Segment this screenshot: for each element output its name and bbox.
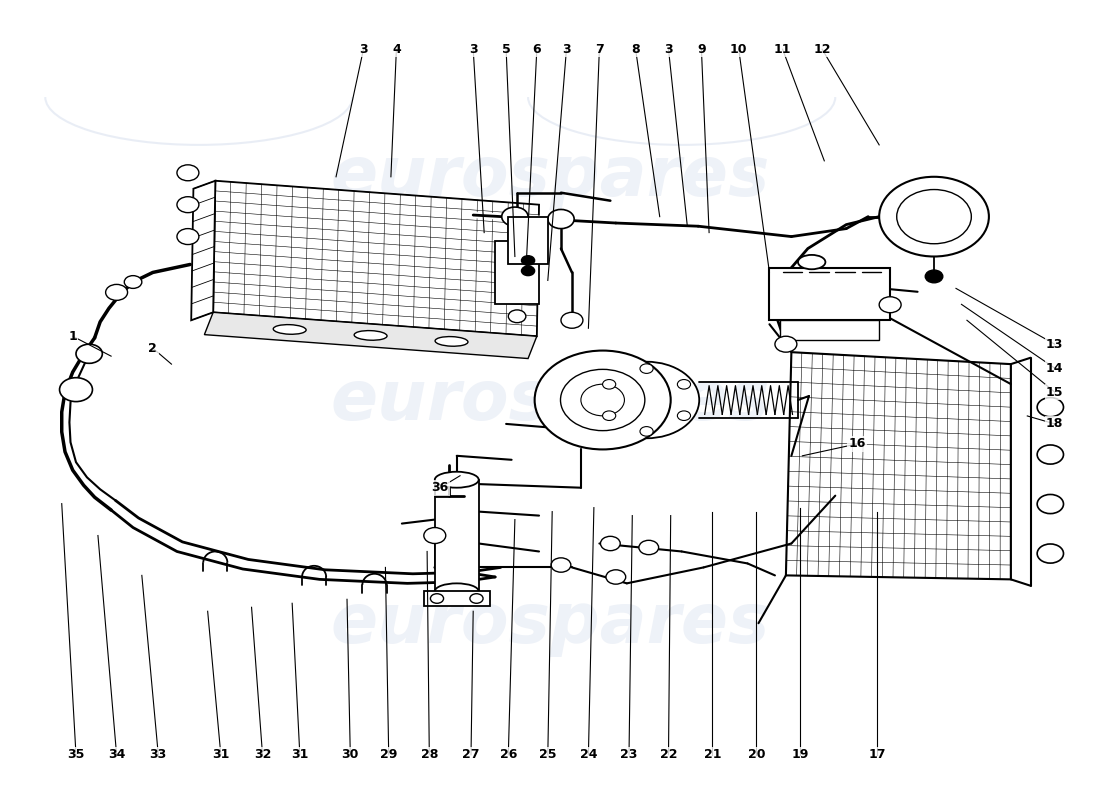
Circle shape <box>640 364 653 374</box>
Text: 18: 18 <box>1046 418 1064 430</box>
Circle shape <box>879 297 901 313</box>
Circle shape <box>603 411 616 421</box>
Circle shape <box>561 312 583 328</box>
Text: 3: 3 <box>469 42 477 56</box>
Text: 28: 28 <box>420 748 438 762</box>
Polygon shape <box>191 181 216 320</box>
Circle shape <box>177 229 199 245</box>
Circle shape <box>1037 544 1064 563</box>
Text: 25: 25 <box>539 748 557 762</box>
Circle shape <box>581 384 625 416</box>
Text: 6: 6 <box>532 42 541 56</box>
Text: 32: 32 <box>254 748 272 762</box>
Circle shape <box>639 540 659 554</box>
Circle shape <box>925 270 943 283</box>
Polygon shape <box>785 352 1011 579</box>
Circle shape <box>548 210 574 229</box>
Text: 29: 29 <box>379 748 397 762</box>
Text: 13: 13 <box>1046 338 1064 350</box>
Text: 31: 31 <box>292 748 308 762</box>
Circle shape <box>601 536 620 550</box>
Text: 23: 23 <box>620 748 638 762</box>
Circle shape <box>508 310 526 322</box>
Text: 8: 8 <box>631 42 640 56</box>
Ellipse shape <box>436 337 468 346</box>
Text: 14: 14 <box>1046 362 1064 374</box>
Text: 19: 19 <box>792 748 808 762</box>
Circle shape <box>521 266 535 276</box>
Ellipse shape <box>354 330 387 340</box>
Circle shape <box>551 558 571 572</box>
Text: 17: 17 <box>868 748 886 762</box>
Text: 1: 1 <box>68 330 77 342</box>
Ellipse shape <box>273 325 306 334</box>
Text: eurospares: eurospares <box>330 590 770 657</box>
Text: 16: 16 <box>848 438 866 450</box>
Text: 4: 4 <box>392 42 400 56</box>
Circle shape <box>502 207 528 226</box>
Circle shape <box>521 256 535 266</box>
Text: 35: 35 <box>67 748 85 762</box>
Polygon shape <box>213 181 539 336</box>
Circle shape <box>594 362 700 438</box>
Circle shape <box>1037 494 1064 514</box>
Text: 9: 9 <box>697 42 706 56</box>
Circle shape <box>124 276 142 288</box>
Circle shape <box>177 165 199 181</box>
Circle shape <box>774 336 796 352</box>
Circle shape <box>470 594 483 603</box>
Text: 3: 3 <box>562 42 571 56</box>
Circle shape <box>603 379 616 389</box>
Text: 2: 2 <box>148 342 157 354</box>
Circle shape <box>606 570 626 584</box>
Bar <box>424 591 490 606</box>
Text: eurospares: eurospares <box>330 366 770 434</box>
Circle shape <box>879 177 989 257</box>
Text: 22: 22 <box>660 748 678 762</box>
Text: 3: 3 <box>664 42 673 56</box>
Text: 7: 7 <box>595 42 604 56</box>
Text: 20: 20 <box>748 748 764 762</box>
Circle shape <box>678 411 691 421</box>
Text: 24: 24 <box>580 748 597 762</box>
Text: 34: 34 <box>108 748 125 762</box>
Text: 21: 21 <box>704 748 722 762</box>
Circle shape <box>1037 398 1064 417</box>
Circle shape <box>76 344 102 363</box>
Circle shape <box>640 426 653 436</box>
Text: 5: 5 <box>502 42 510 56</box>
Circle shape <box>535 350 671 450</box>
Text: 27: 27 <box>462 748 480 762</box>
Text: eurospares: eurospares <box>330 143 770 210</box>
Bar <box>495 241 539 304</box>
Ellipse shape <box>434 472 478 488</box>
Bar <box>508 217 548 265</box>
Circle shape <box>430 594 443 603</box>
Circle shape <box>177 197 199 213</box>
Circle shape <box>424 527 446 543</box>
Text: 33: 33 <box>150 748 167 762</box>
Circle shape <box>678 379 691 389</box>
Ellipse shape <box>798 255 825 270</box>
Text: 15: 15 <box>1046 386 1064 398</box>
Text: 10: 10 <box>730 42 748 56</box>
Circle shape <box>106 285 128 300</box>
Circle shape <box>896 190 971 244</box>
Polygon shape <box>205 312 537 358</box>
Text: 12: 12 <box>813 42 830 56</box>
Text: 11: 11 <box>774 42 791 56</box>
Text: 26: 26 <box>499 748 517 762</box>
Bar <box>769 269 890 320</box>
Circle shape <box>59 378 92 402</box>
Bar <box>780 320 879 340</box>
Text: 30: 30 <box>342 748 359 762</box>
Text: 3: 3 <box>360 42 367 56</box>
Text: 36: 36 <box>431 481 449 494</box>
Ellipse shape <box>434 583 478 599</box>
Circle shape <box>561 370 645 430</box>
Text: 31: 31 <box>212 748 230 762</box>
Bar <box>434 480 478 591</box>
Circle shape <box>1037 445 1064 464</box>
